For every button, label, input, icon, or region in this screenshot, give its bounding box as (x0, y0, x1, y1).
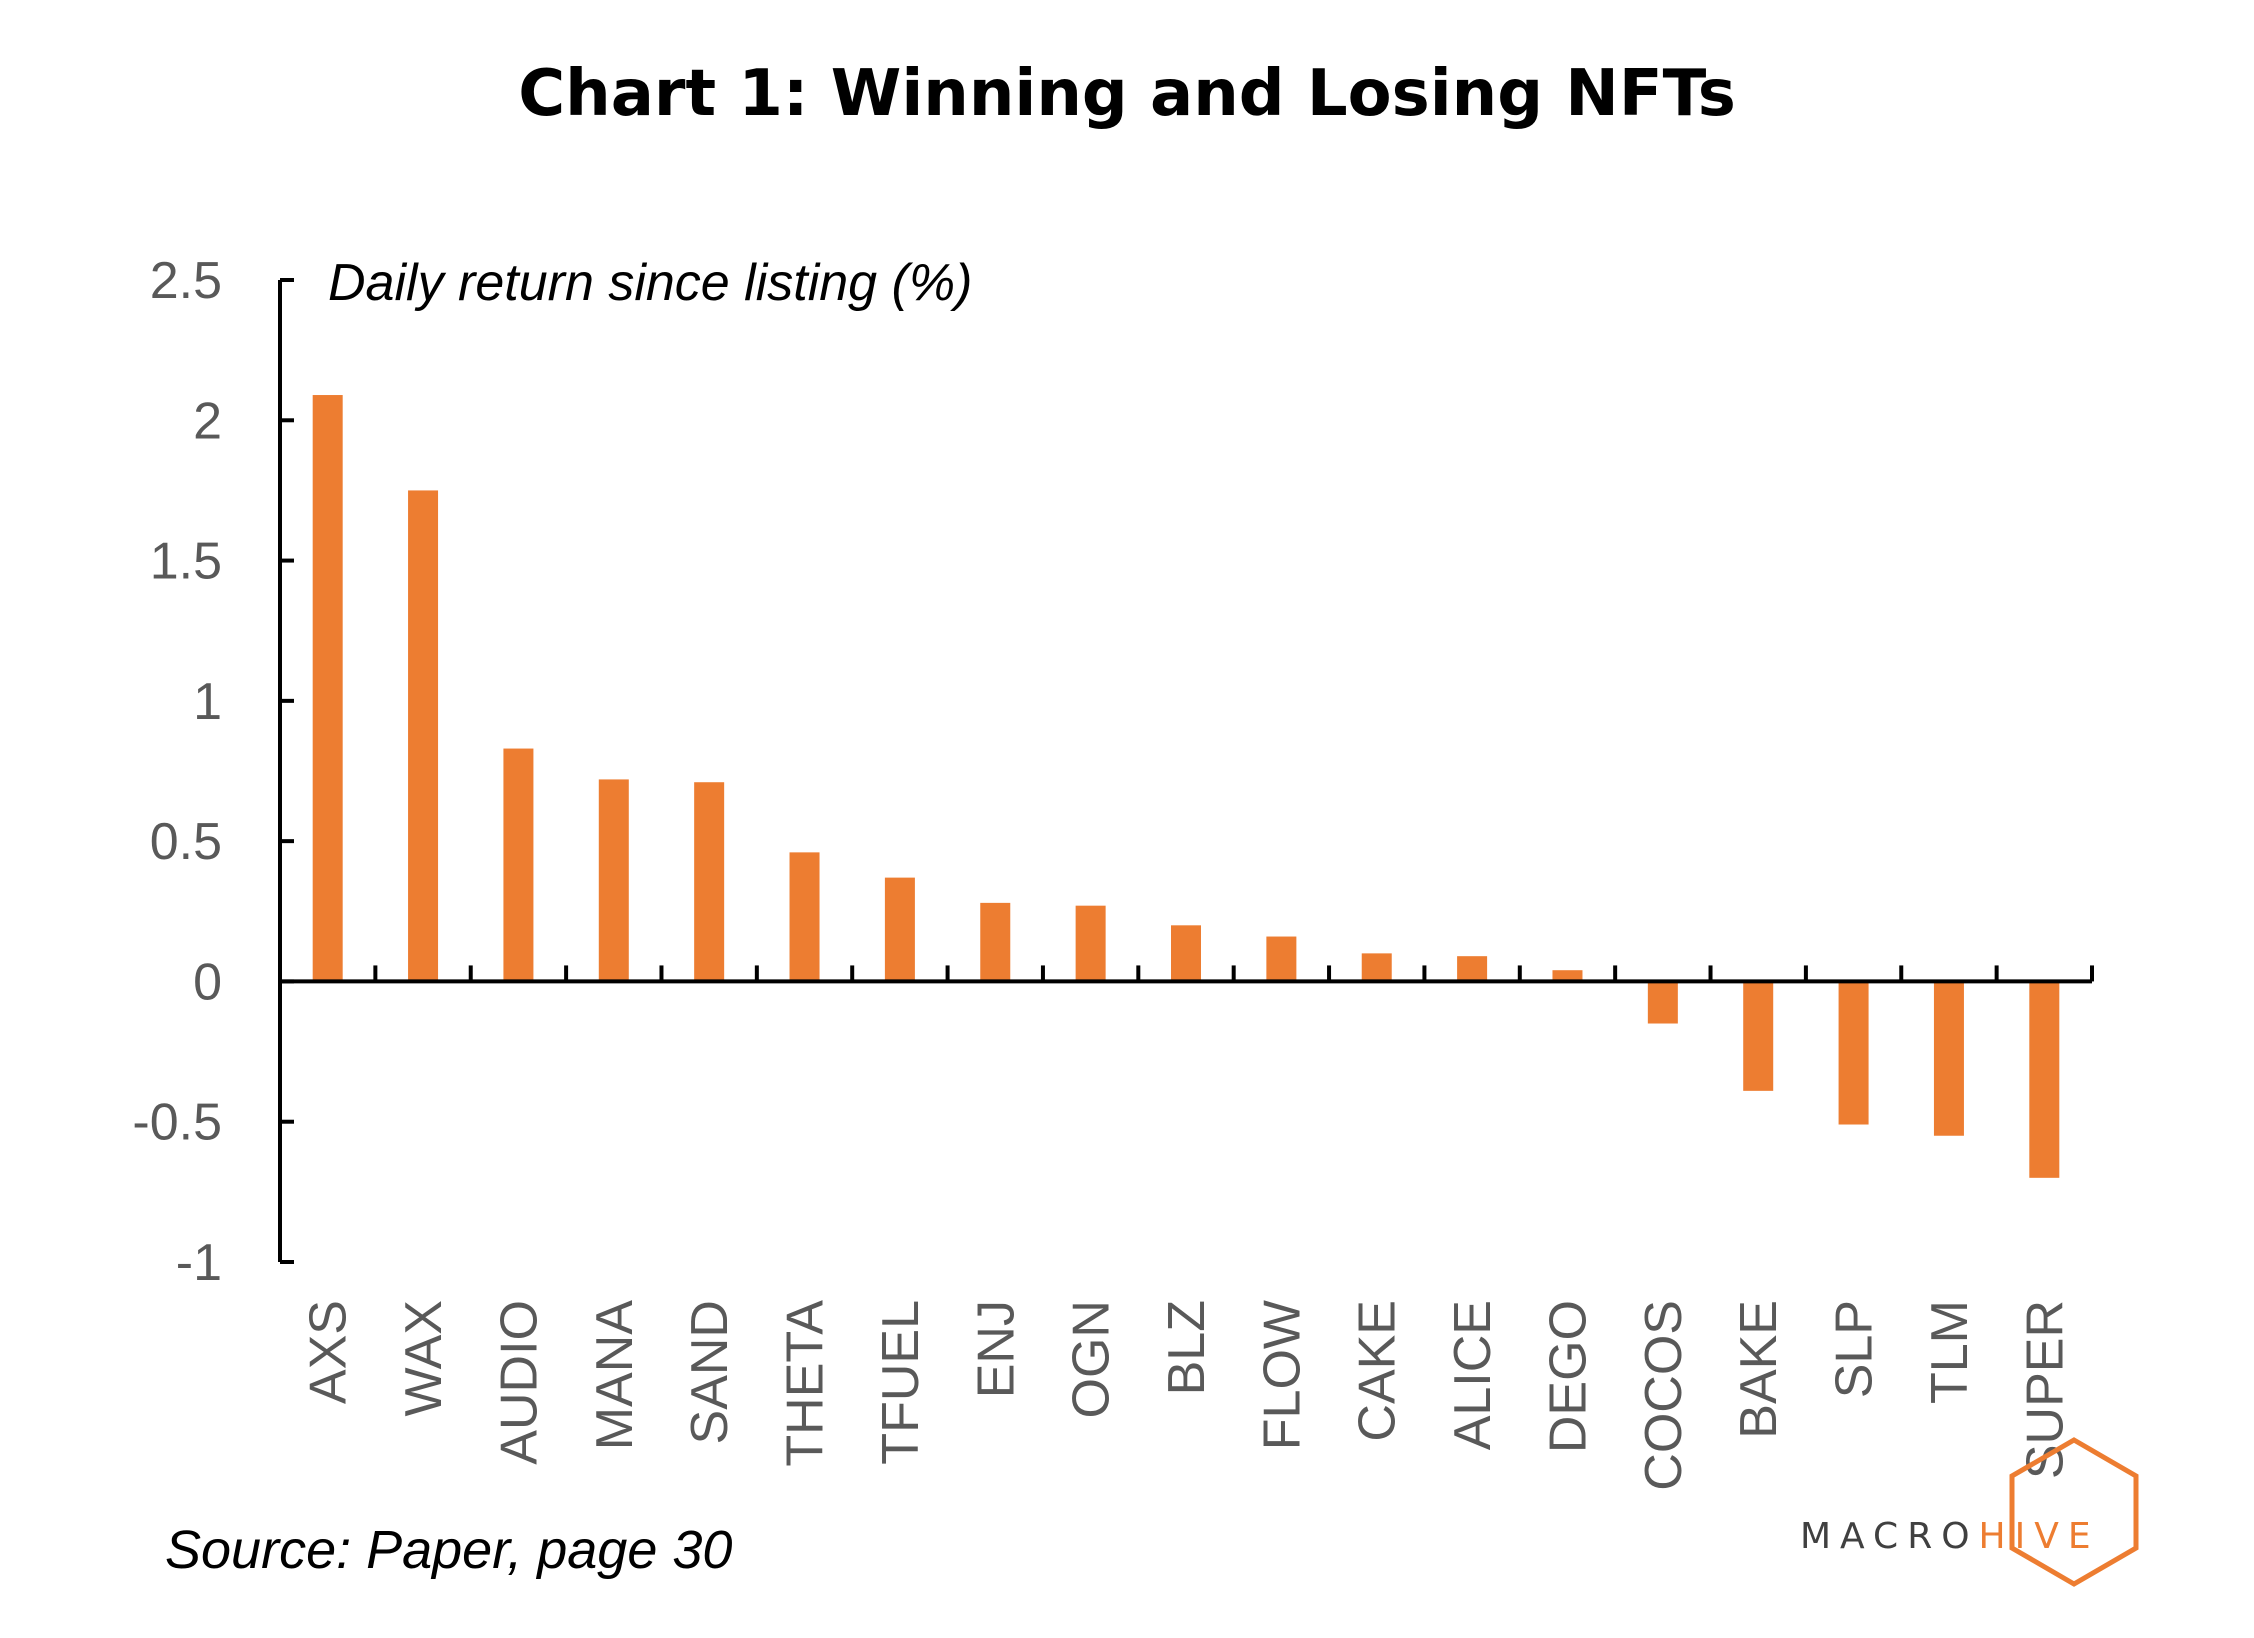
y-tick-label: 0.5 (150, 813, 222, 871)
category-label-alice: ALICE (1444, 1300, 1502, 1450)
category-label-dego: DEGO (1539, 1300, 1597, 1453)
bar-alice (1457, 956, 1488, 982)
category-label-bake: BAKE (1730, 1300, 1788, 1439)
bar-axs (312, 395, 343, 982)
category-label-flow: FLOW (1253, 1300, 1311, 1450)
logo-text-hive: HIVE (1979, 1516, 2100, 1557)
y-tick-label: -0.5 (132, 1094, 222, 1152)
chart-title: Chart 1: Winning and Losing NFTs (518, 57, 1736, 131)
y-tick-label: 2 (193, 392, 222, 450)
bar-sand (694, 782, 725, 982)
bar-bake (1743, 981, 1774, 1091)
category-labels: AXS WAX AUDIO MANA SAND THETA TFUEL ENJ OGN BLZ FL… (300, 1300, 2075, 1491)
source-note: Source: Paper, page 30 (165, 1520, 732, 1580)
category-label-tlm: TLM (1921, 1300, 1979, 1404)
category-label-slp: SLP (1826, 1300, 1884, 1398)
category-label-axs: AXS (300, 1300, 358, 1404)
category-label-tfuel: TFUEL (872, 1300, 930, 1465)
category-label-ogn: OGN (1063, 1300, 1121, 1418)
category-label-mana: MANA (586, 1300, 644, 1451)
y-tick-label: 0 (193, 953, 222, 1011)
bar-cake (1361, 953, 1392, 982)
y-tick-label: 1 (193, 673, 222, 731)
y-axis-ticks: 2.5 2 1.5 1 0.5 0 -0.5 -1 (132, 252, 294, 1292)
category-label-sand: SAND (681, 1300, 739, 1444)
logo-text-macro: MACRO (1800, 1516, 1979, 1557)
bar-ogn (1075, 905, 1106, 982)
bar-enj (980, 902, 1011, 982)
category-label-super: SUPER (2016, 1300, 2074, 1479)
category-label-audio: AUDIO (490, 1300, 548, 1465)
category-label-wax: WAX (395, 1300, 453, 1417)
category-label-cocos: COCOS (1635, 1300, 1693, 1491)
category-label-theta: THETA (777, 1300, 835, 1467)
y-axis-title: Daily return since listing (%) (328, 254, 972, 312)
category-label-enj: ENJ (967, 1300, 1025, 1398)
bar-cocos (1647, 981, 1678, 1024)
y-tick-label: 1.5 (150, 533, 222, 591)
logo-text: MACROHIVE (1800, 1516, 2100, 1557)
bar-blz (1171, 925, 1201, 982)
bar-mana (598, 779, 629, 982)
bars (312, 395, 2060, 1178)
y-tick-label: -1 (176, 1234, 222, 1292)
bar-flow (1266, 936, 1297, 982)
category-label-cake: CAKE (1349, 1300, 1407, 1442)
macrohive-logo: MACROHIVE (1800, 1437, 2139, 1587)
bar-slp (1838, 981, 1869, 1125)
bar-super (2029, 981, 2060, 1178)
bar-dego (1552, 970, 1583, 982)
bar-theta (789, 852, 820, 982)
x-axis-ticks (373, 965, 2094, 982)
bar-wax (408, 490, 439, 982)
hexagon-logo-icon (2009, 1437, 2139, 1587)
bar-tfuel (884, 877, 915, 982)
category-label-blz: BLZ (1158, 1300, 1216, 1395)
y-tick-label: 2.5 (150, 252, 222, 310)
bar-tlm (1933, 981, 1964, 1136)
bar-audio (503, 748, 534, 982)
